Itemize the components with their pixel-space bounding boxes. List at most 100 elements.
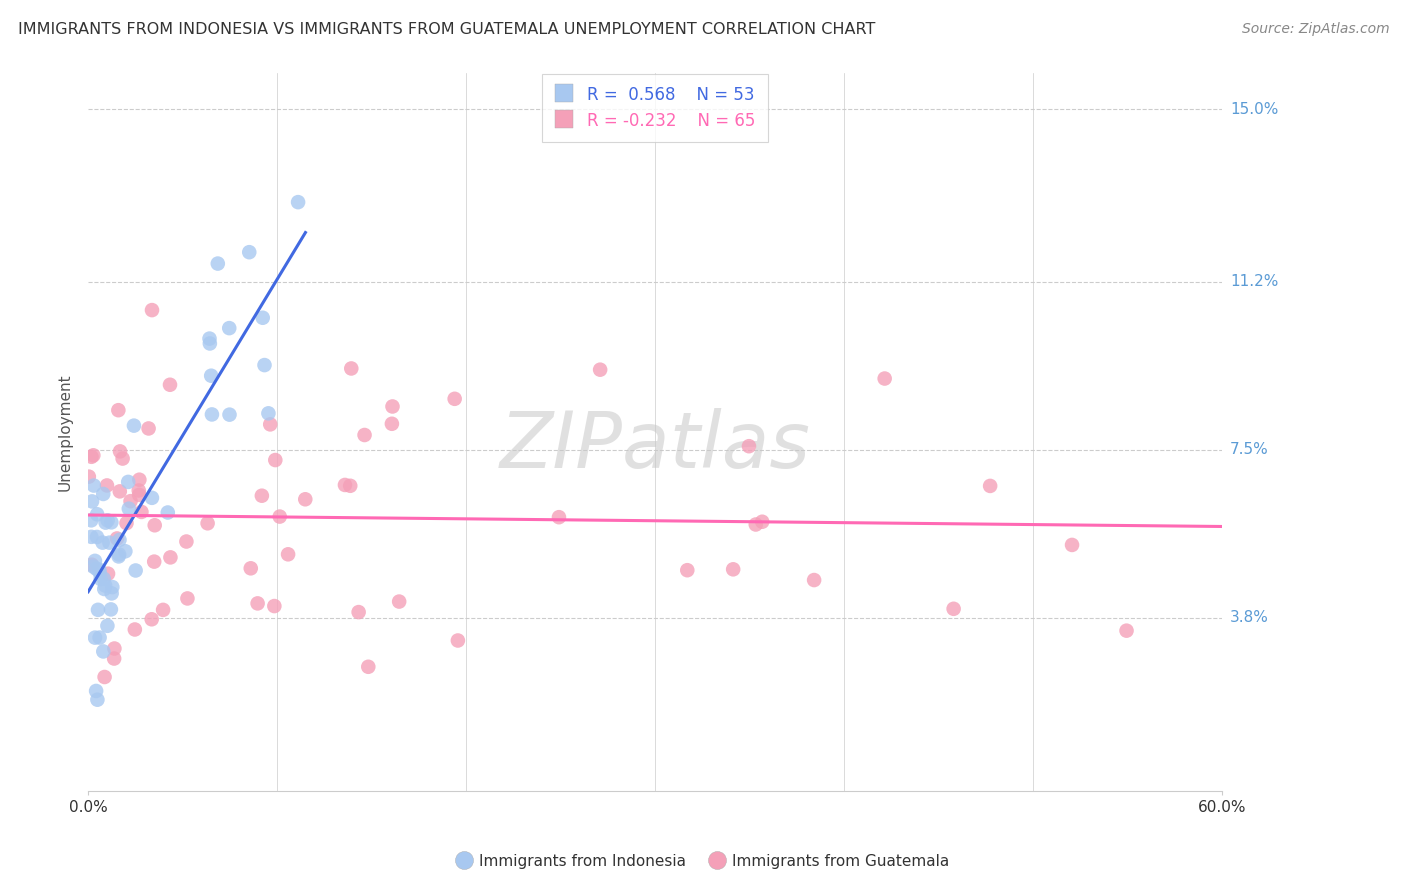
Point bbox=[91, 644, 114, 658]
Point bbox=[201, 408, 224, 422]
Point bbox=[294, 492, 316, 507]
Point bbox=[143, 555, 166, 569]
Point bbox=[246, 596, 269, 610]
Point bbox=[721, 562, 744, 576]
Point bbox=[259, 417, 281, 432]
Point bbox=[86, 530, 108, 544]
Point bbox=[87, 603, 110, 617]
Point bbox=[143, 518, 166, 533]
Point bbox=[803, 573, 825, 587]
Point bbox=[443, 392, 465, 406]
Point bbox=[198, 336, 221, 351]
Point bbox=[115, 516, 138, 530]
Point bbox=[105, 532, 128, 546]
Point bbox=[93, 670, 115, 684]
Point bbox=[84, 554, 107, 568]
Point bbox=[141, 612, 163, 626]
Point bbox=[159, 550, 181, 565]
Point bbox=[89, 563, 111, 577]
Point bbox=[93, 572, 115, 586]
Point bbox=[131, 505, 153, 519]
Point bbox=[381, 417, 404, 431]
Point bbox=[108, 444, 131, 458]
Point bbox=[263, 599, 285, 613]
Point bbox=[347, 605, 370, 619]
Point bbox=[80, 450, 103, 464]
Point bbox=[745, 517, 768, 532]
Point bbox=[138, 421, 160, 435]
Point bbox=[340, 361, 363, 376]
Legend: Immigrants from Indonesia, Immigrants from Guatemala: Immigrants from Indonesia, Immigrants fr… bbox=[450, 848, 956, 875]
Point bbox=[111, 451, 134, 466]
Point bbox=[89, 631, 111, 645]
Text: 11.2%: 11.2% bbox=[1230, 275, 1278, 289]
Point bbox=[107, 403, 129, 417]
Text: Source: ZipAtlas.com: Source: ZipAtlas.com bbox=[1241, 22, 1389, 37]
Point bbox=[388, 594, 411, 608]
Point bbox=[381, 400, 404, 414]
Point bbox=[264, 453, 287, 467]
Point bbox=[84, 684, 107, 698]
Point bbox=[91, 535, 114, 549]
Legend: R =  0.568    N = 53, R = -0.232    N = 65: R = 0.568 N = 53, R = -0.232 N = 65 bbox=[543, 74, 768, 142]
Point bbox=[97, 566, 120, 581]
Point bbox=[200, 368, 222, 383]
Point bbox=[257, 406, 280, 420]
Point bbox=[873, 371, 896, 385]
Point bbox=[93, 582, 115, 596]
Point bbox=[159, 377, 181, 392]
Point bbox=[91, 487, 114, 501]
Point bbox=[1060, 538, 1083, 552]
Point bbox=[97, 513, 120, 527]
Text: 15.0%: 15.0% bbox=[1230, 102, 1278, 117]
Point bbox=[141, 303, 163, 318]
Point bbox=[96, 478, 118, 492]
Point bbox=[353, 428, 375, 442]
Point bbox=[942, 602, 965, 616]
Point bbox=[77, 469, 100, 483]
Point bbox=[94, 578, 117, 592]
Point bbox=[122, 418, 145, 433]
Point bbox=[152, 603, 174, 617]
Point bbox=[94, 516, 117, 530]
Point bbox=[118, 501, 141, 516]
Point bbox=[738, 439, 761, 453]
Point bbox=[124, 623, 146, 637]
Point bbox=[269, 509, 291, 524]
Point bbox=[101, 580, 124, 594]
Point bbox=[80, 513, 103, 527]
Point bbox=[252, 310, 274, 325]
Point bbox=[141, 491, 163, 505]
Point bbox=[548, 510, 571, 524]
Point bbox=[589, 362, 612, 376]
Point bbox=[96, 619, 118, 633]
Point bbox=[82, 559, 104, 574]
Point bbox=[333, 478, 356, 492]
Point bbox=[218, 408, 240, 422]
Point bbox=[114, 544, 136, 558]
Point bbox=[979, 479, 1001, 493]
Point bbox=[128, 483, 150, 498]
Text: ZIPatlas: ZIPatlas bbox=[499, 409, 810, 484]
Point bbox=[447, 633, 470, 648]
Point bbox=[84, 562, 107, 576]
Point bbox=[207, 256, 229, 270]
Point bbox=[287, 195, 309, 210]
Point bbox=[86, 508, 108, 522]
Point bbox=[218, 321, 240, 335]
Point bbox=[90, 572, 112, 586]
Point bbox=[100, 602, 122, 616]
Point bbox=[83, 478, 105, 492]
Point bbox=[751, 515, 773, 529]
Point bbox=[80, 558, 103, 572]
Point bbox=[253, 358, 276, 372]
Point bbox=[117, 475, 139, 489]
Point bbox=[176, 591, 198, 606]
Point bbox=[128, 473, 150, 487]
Point bbox=[100, 516, 122, 530]
Point bbox=[103, 641, 125, 656]
Point bbox=[108, 484, 131, 499]
Point bbox=[197, 516, 219, 531]
Point bbox=[250, 489, 273, 503]
Point bbox=[124, 564, 146, 578]
